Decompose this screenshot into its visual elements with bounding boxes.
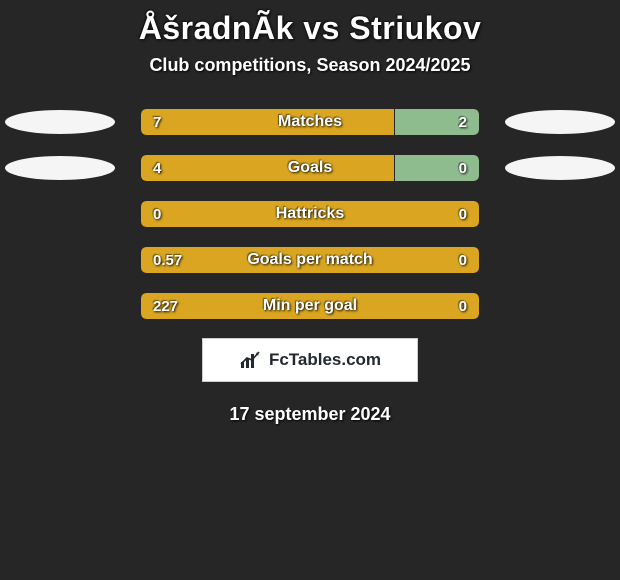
brand-chart-icon: [239, 350, 263, 370]
stat-bar: 227Min per goal0: [140, 292, 480, 320]
player-right-marker: [505, 110, 615, 134]
bar-left-segment: [141, 109, 395, 135]
bar-full-segment: [141, 247, 479, 273]
bar-right-segment: [395, 109, 480, 135]
stats-area: 7Matches2 4Goals0 0Hattricks0 0.57Goals per…: [0, 108, 620, 320]
bar-full-segment: [141, 201, 479, 227]
bar-right-segment: [395, 155, 480, 181]
bar-full-segment: [141, 293, 479, 319]
stat-row: 0Hattricks0: [0, 200, 620, 228]
bar-left-segment: [141, 155, 395, 181]
stat-bar: 0Hattricks0: [140, 200, 480, 228]
date-label: 17 september 2024: [0, 404, 620, 425]
comparison-widget: ÅšradnÃ­k vs Striukov Club competitions,…: [0, 0, 620, 425]
player-left-marker: [5, 156, 115, 180]
stat-bar: 7Matches2: [140, 108, 480, 136]
stat-row: 227Min per goal0: [0, 292, 620, 320]
stat-row: 4Goals0: [0, 154, 620, 182]
page-title: ÅšradnÃ­k vs Striukov: [0, 6, 620, 55]
stat-bar: 0.57Goals per match0: [140, 246, 480, 274]
player-left-marker: [5, 110, 115, 134]
stat-row: 0.57Goals per match0: [0, 246, 620, 274]
player-right-marker: [505, 156, 615, 180]
brand-label: FcTables.com: [269, 350, 381, 370]
brand-box[interactable]: FcTables.com: [202, 338, 418, 382]
stat-row: 7Matches2: [0, 108, 620, 136]
stat-bar: 4Goals0: [140, 154, 480, 182]
page-subtitle: Club competitions, Season 2024/2025: [0, 55, 620, 108]
